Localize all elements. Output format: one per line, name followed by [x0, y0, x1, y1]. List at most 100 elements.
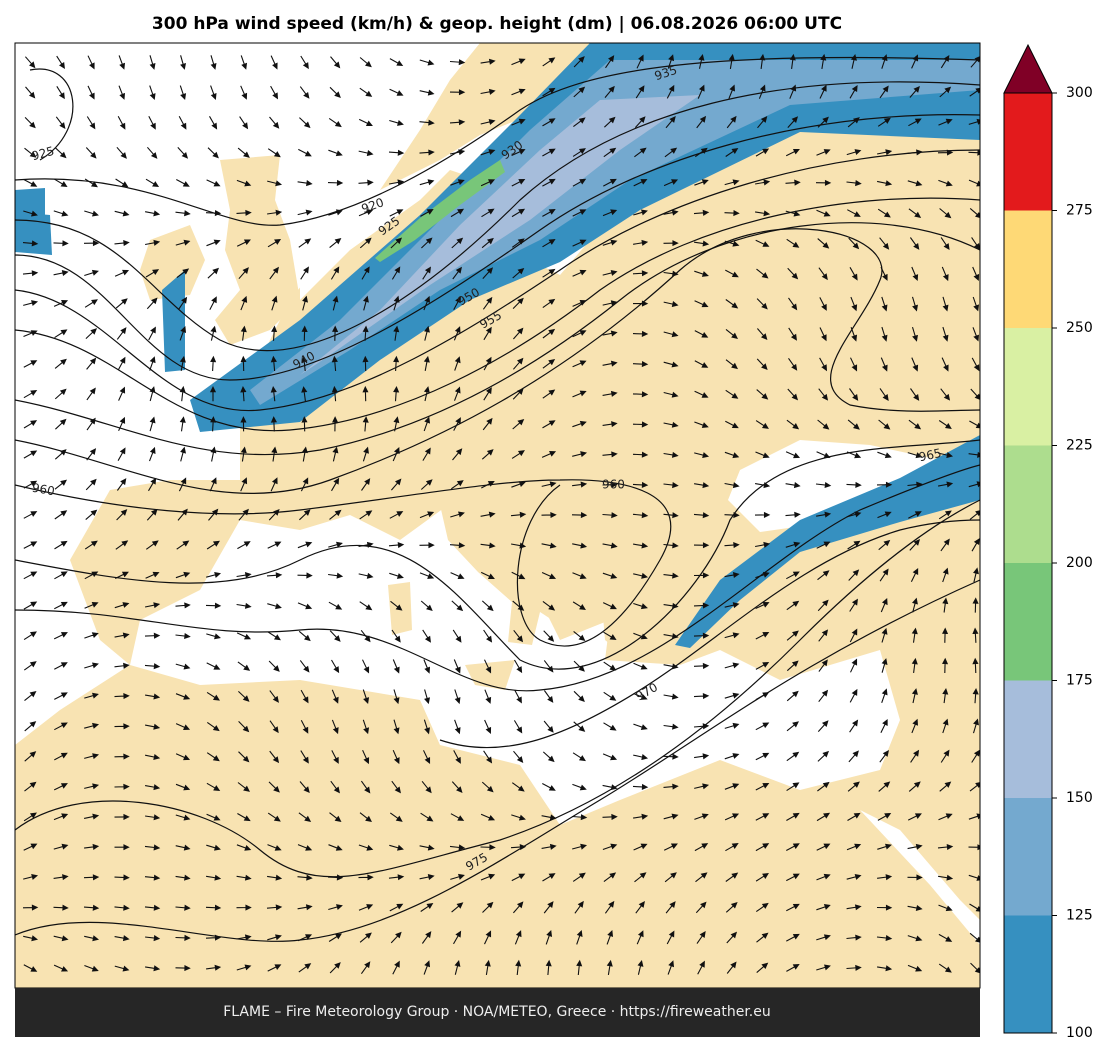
wind-arrow — [178, 296, 188, 310]
wind-arrow — [302, 295, 309, 311]
wind-arrow — [269, 690, 279, 703]
wind-arrow — [480, 58, 496, 65]
wind-arrow — [23, 571, 38, 580]
wind-arrow — [175, 904, 191, 911]
wind-arrow — [420, 600, 433, 612]
wind-arrow — [449, 119, 466, 126]
wind-arrow — [817, 599, 829, 612]
wind-arrow — [694, 482, 710, 489]
wind-arrow — [755, 179, 771, 186]
wind-arrow — [907, 935, 923, 942]
wind-arrow — [726, 931, 738, 944]
wind-arrow — [329, 630, 341, 642]
wind-arrow — [785, 148, 800, 157]
contour-label: 960 — [602, 478, 625, 492]
colorbar-segment — [1004, 680, 1052, 798]
wind-arrow — [907, 964, 923, 972]
wind-arrow — [605, 55, 615, 69]
wind-arrow — [604, 116, 616, 128]
wind-arrow — [663, 331, 679, 338]
wind-arrow — [362, 659, 370, 674]
wind-arrow — [210, 55, 217, 70]
wind-arrow — [665, 116, 676, 129]
wind-arrow — [602, 330, 618, 337]
wind-arrow — [180, 446, 187, 462]
wind-arrow — [633, 662, 648, 670]
colorbar-segment — [1004, 328, 1052, 446]
wind-arrow — [23, 541, 38, 549]
wind-arrow — [572, 239, 587, 247]
wind-arrow — [236, 572, 252, 579]
wind-arrow — [175, 239, 191, 246]
wind-arrow — [724, 632, 740, 639]
wind-arrow — [971, 237, 980, 250]
wind-arrow — [358, 844, 374, 851]
wind-arrow — [206, 813, 221, 821]
wind-arrow — [572, 178, 587, 187]
wind-arrow — [755, 902, 769, 913]
wind-arrow — [572, 300, 587, 307]
wind-arrow — [785, 482, 801, 489]
wind-arrow — [114, 783, 130, 790]
wind-arrow — [754, 541, 771, 548]
wind-arrow — [450, 873, 465, 880]
wind-arrow — [145, 571, 160, 579]
wind-arrow — [846, 149, 862, 156]
colorbar-tick-label: 300 — [1066, 85, 1093, 101]
wind-arrow — [541, 843, 557, 850]
wind-arrow — [694, 452, 710, 459]
wind-arrow — [331, 689, 339, 704]
wind-arrow — [910, 567, 919, 582]
jet-band — [15, 188, 185, 372]
wind-arrow — [83, 904, 100, 911]
wind-arrow — [847, 540, 861, 550]
wind-arrow — [850, 53, 857, 69]
wind-arrow — [693, 602, 710, 609]
wind-arrow — [663, 179, 679, 187]
wind-arrow — [358, 179, 374, 186]
wind-arrow — [449, 542, 466, 549]
wind-arrow — [542, 87, 556, 97]
wind-arrow — [542, 268, 556, 278]
wind-arrow — [236, 209, 252, 216]
wind-arrow — [817, 781, 830, 792]
wind-arrow — [23, 330, 38, 338]
wind-arrow — [393, 416, 400, 432]
wind-arrow — [725, 389, 739, 399]
wind-arrow — [391, 780, 401, 794]
wind-arrow — [938, 874, 954, 881]
wind-arrow — [816, 541, 831, 549]
wind-arrow — [481, 781, 494, 793]
wind-arrow — [329, 812, 342, 823]
wind-arrow — [910, 749, 920, 763]
wind-arrow — [511, 179, 526, 187]
wind-arrow — [816, 873, 831, 881]
wind-arrow — [419, 89, 435, 96]
wind-arrow — [480, 118, 496, 125]
colorbar-tick-label: 250 — [1066, 320, 1093, 336]
wind-arrow — [270, 55, 278, 70]
wind-arrow — [755, 722, 770, 731]
wind-arrow — [939, 781, 952, 792]
wind-arrow — [114, 662, 130, 669]
wind-arrow — [816, 149, 831, 156]
wind-arrow — [908, 781, 921, 792]
wind-arrow — [542, 208, 556, 217]
wind-arrow — [942, 688, 949, 704]
wind-arrow — [876, 904, 893, 911]
wind-arrow — [419, 874, 435, 880]
wind-arrow — [877, 451, 892, 459]
wind-arrow — [815, 481, 832, 488]
wind-arrow — [297, 180, 313, 187]
wind-arrow — [206, 721, 220, 732]
wind-arrow — [23, 964, 38, 972]
wind-arrow — [484, 659, 492, 674]
wind-arrow — [880, 718, 888, 733]
wind-arrow — [880, 357, 888, 372]
colorbar-tick-label: 150 — [1066, 790, 1093, 806]
wind-arrow — [694, 240, 710, 247]
wind-arrow — [482, 296, 493, 310]
wind-arrow — [55, 116, 66, 130]
wind-arrow — [450, 813, 465, 821]
wind-arrow — [328, 933, 342, 942]
